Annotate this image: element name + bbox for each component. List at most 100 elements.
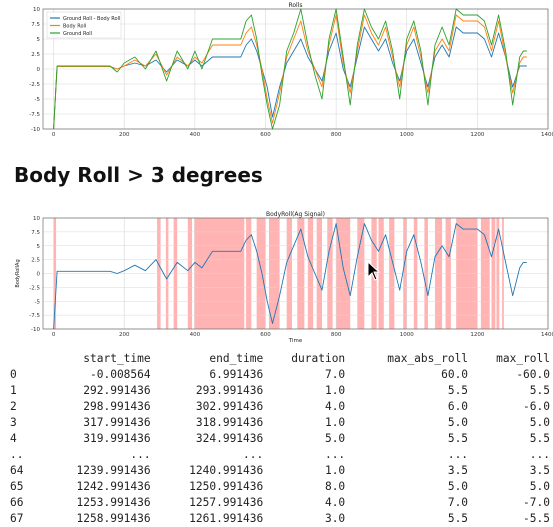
table-cell: ... [324,448,346,461]
table-row: 2 298.991436 302.991436 4.0 6.0 -6.0 [10,399,550,415]
table-cell: 1250.991436 [189,480,264,493]
y-tick-label: 0 [37,67,41,73]
y-tick-label: -2.5 [29,82,40,88]
row-index: .. [10,448,24,461]
x-tick-label: 1000 [400,332,414,338]
y-tick-label: 5 [37,244,41,250]
table-cell: 318.991436 [195,416,264,429]
row-index: 64 [10,464,24,477]
table-cell: -0.008564 [90,368,151,381]
x-tick-label: 0 [52,332,56,338]
table-cell: 298.991436 [83,400,151,413]
series-line [53,8,527,130]
x-tick-label: 400 [190,332,201,338]
row-index: 65 [10,480,24,493]
y-axis-label: BodyRollAg [15,259,21,287]
table-cell: 319.991436 [83,432,151,445]
rolls-chart: 0 200 400 600 800 1000 1200 1400 -10 -7.5 -5 -2.5 0 2… [29,2,553,138]
bodyroll-chart: 0 200 400 600 800 1000 1200 1400 -10 -7.5 -5 -2.5 0 2… [15,211,553,344]
table-cell: 1261.991436 [189,512,264,525]
y-tick-label: 2.5 [31,258,40,264]
x-tick-label: 1200 [470,332,484,338]
table-cell: 7.0 [324,368,346,381]
table-cell: 1.0 [324,416,346,429]
table-row: 64 1239.991436 1240.991436 1.0 3.5 3.5 [10,463,550,479]
table-cell: 5.5 [529,432,550,445]
mouse-pointer-icon [367,261,381,281]
x-tick-label: 800 [331,332,342,338]
table-cell: 7.0 [447,496,469,509]
x-tick-label: 1400 [541,332,553,338]
table-cell: 5.0 [324,432,346,445]
table-cell: -60.0 [516,368,550,381]
column-header: max_abs_roll [387,352,469,365]
x-tick-label: 200 [119,132,130,138]
table-cell: 8.0 [324,480,346,493]
table-row: 67 1258.991436 1261.991436 3.0 5.5 -5.5 [10,511,550,527]
y-tick-label: -5 [35,97,41,103]
table-cell: 5.0 [529,480,550,493]
plot-frame [42,217,549,330]
table-cell: 5.5 [447,432,469,445]
row-index: 0 [10,368,17,381]
table-cell: 1240.991436 [189,464,264,477]
x-tick-label: 600 [260,332,271,338]
table-cell: 1.0 [324,464,346,477]
legend-label: Ground Roll - Body Roll [63,16,120,22]
y-tick-label: 5 [37,37,41,43]
table-row: 4 319.991436 324.991436 5.0 5.5 5.5 [10,431,550,447]
table-cell: 317.991436 [83,416,151,429]
table-cell: -5.5 [523,512,550,525]
table-cell: 5.0 [529,416,550,429]
table-cell: 4.0 [324,400,346,413]
table-cell: 3.5 [529,464,550,477]
chart-title: Rolls [288,2,302,9]
table-cell: 60.0 [441,368,469,381]
table-cell: 293.991436 [195,384,264,397]
row-index: 3 [10,416,17,429]
y-tick-label: -10 [31,127,40,133]
table-cell: 1242.991436 [76,480,151,493]
x-tick-label: 600 [260,132,271,138]
table-cell: 5.0 [447,480,469,493]
table-cell: 292.991436 [83,384,151,397]
series-line [53,26,527,130]
x-tick-label: 1000 [400,132,414,138]
column-header: duration [291,352,346,365]
y-tick-label: -10 [31,327,40,333]
table-cell: 1257.991436 [189,496,264,509]
table-cell: 324.991436 [195,432,264,445]
y-tick-label: -7.5 [29,112,40,118]
table-cell: 6.0 [447,400,469,413]
table-row: 1 292.991436 293.991436 1.0 5.5 5.5 [10,383,550,399]
table-cell: 5.5 [447,512,469,525]
row-index: 67 [10,512,24,525]
x-tick-label: 200 [119,332,130,338]
x-tick-label: 800 [331,132,342,138]
table-cell: ... [447,448,469,461]
chart-title: BodyRoll(Ag Signal) [266,211,325,218]
table-row: ................. [10,447,550,463]
table-cell: 3.0 [324,512,346,525]
table-cell: 4.0 [324,496,346,509]
column-header: max_roll [496,352,550,365]
legend-label: Ground Roll [63,31,92,37]
x-tick-label: 400 [190,132,201,138]
table-cell: ... [243,448,264,461]
table-cell: 302.991436 [195,400,264,413]
y-tick-label: 7.5 [31,230,40,236]
table-header-row: start_time end_time duration max_abs_rol… [10,351,550,367]
events-table: start_time end_time duration max_abs_rol… [10,351,550,527]
table-cell: 1258.991436 [76,512,151,525]
column-header: end_time [209,352,264,365]
y-tick-label: 2.5 [31,52,40,58]
index-header [10,351,38,367]
table-cell: 5.5 [447,384,469,397]
x-tick-label: 1400 [541,132,553,138]
table-cell: 3.5 [447,464,469,477]
y-tick-label: -7.5 [29,313,40,319]
row-index: 4 [10,432,17,445]
y-tick-label: 10 [33,216,40,222]
table-row: 65 1242.991436 1250.991436 8.0 5.0 5.0 [10,479,550,495]
x-tick-label: 0 [52,132,56,138]
